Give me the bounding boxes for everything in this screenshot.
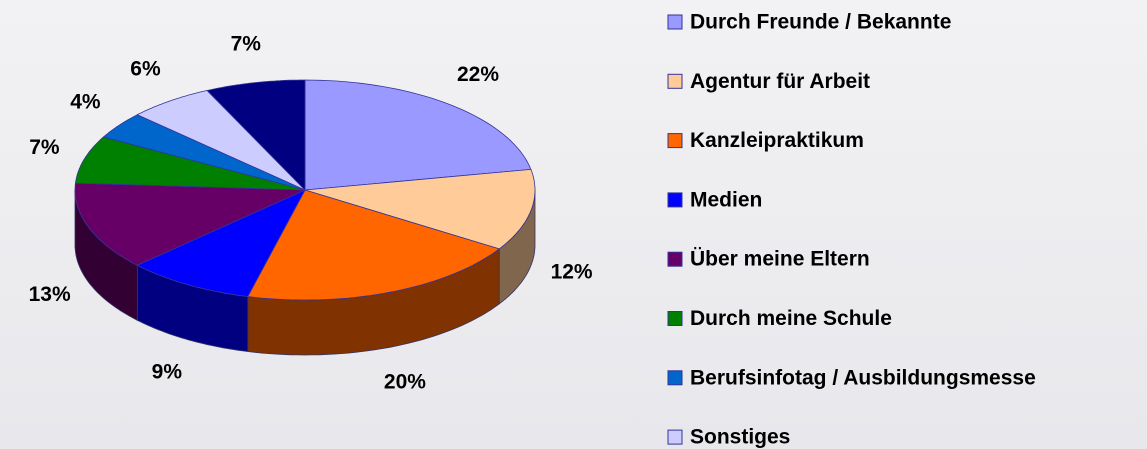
data-label: 20%: [384, 371, 426, 394]
data-label: 22%: [457, 63, 499, 86]
legend-swatch: [667, 192, 683, 208]
data-label: 7%: [29, 136, 60, 159]
legend-label: Medien: [690, 188, 762, 211]
legend-label: Sonstiges: [690, 426, 790, 449]
legend-swatch: [667, 429, 683, 445]
slice: [74, 182, 306, 266]
legend-swatch: [667, 311, 683, 326]
slice: [247, 189, 501, 301]
legend-label: Kanzleipraktikum: [690, 129, 864, 152]
slice: [75, 136, 306, 191]
data-label: 9%: [152, 360, 183, 383]
legend-swatch: [667, 14, 683, 30]
legend-label: Berufsinfotag / Ausbildungsmesse: [690, 366, 1036, 389]
slice: [206, 79, 306, 191]
data-label: 7%: [231, 33, 262, 56]
slice: [136, 90, 306, 191]
legend-label: Agentur für Arbeit: [690, 70, 870, 93]
legend-swatch: [667, 370, 683, 386]
legend-label: Durch meine Schule: [690, 307, 892, 330]
legend-swatch: [667, 251, 683, 267]
slice: [102, 114, 306, 191]
data-label: 4%: [70, 90, 101, 113]
slice: [304, 79, 532, 191]
data-label: 13%: [29, 283, 71, 306]
slice: [136, 189, 306, 297]
slice: [304, 168, 536, 250]
data-label: 6%: [130, 57, 161, 80]
legend-label: Durch Freunde / Bekannte: [690, 11, 951, 34]
data-label: 12%: [551, 260, 593, 283]
legend-swatch: [667, 73, 683, 89]
legend-label: Über meine Eltern: [690, 248, 870, 271]
legend-swatch: [667, 133, 683, 149]
